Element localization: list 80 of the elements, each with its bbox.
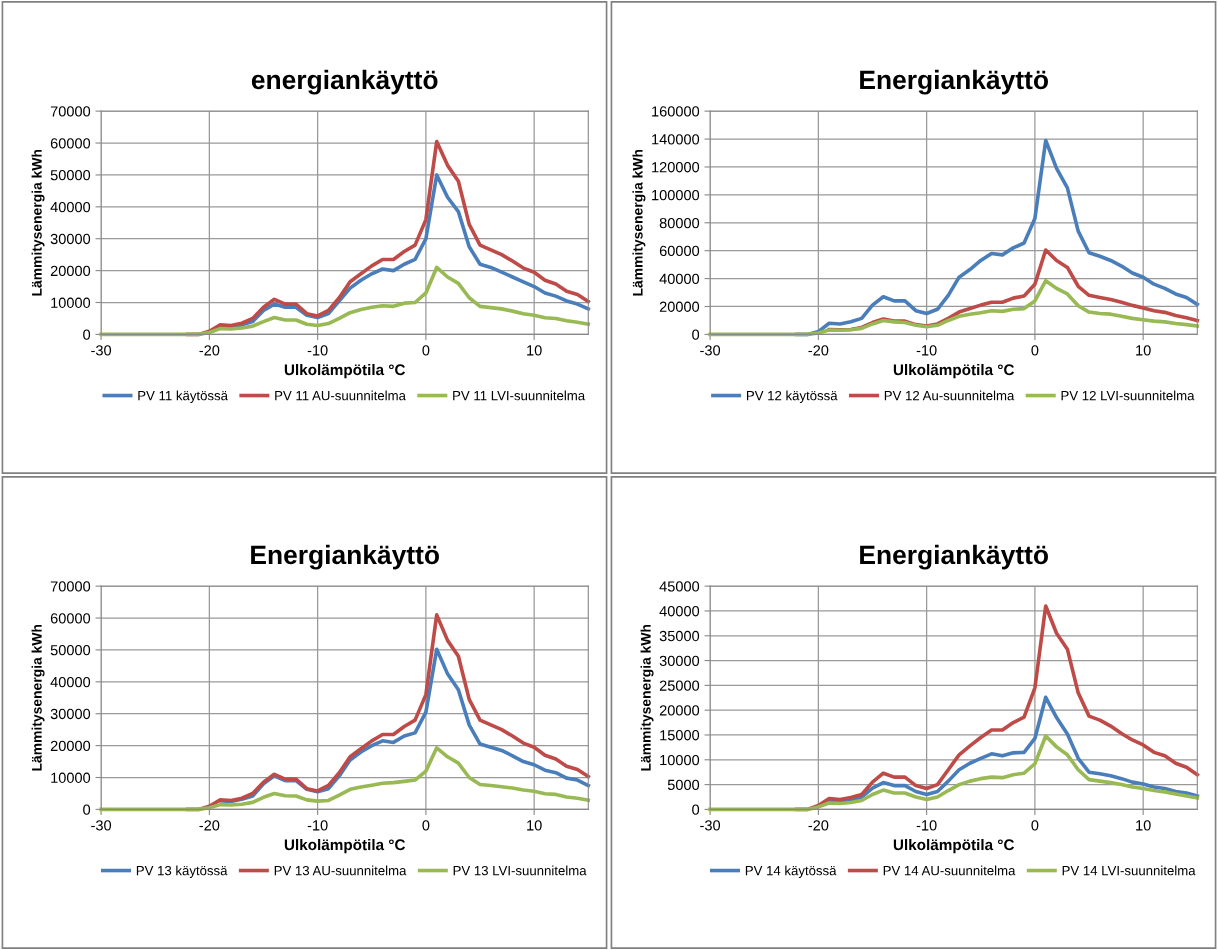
legend-label: PV 11 AU-suunnitelma (275, 390, 406, 401)
y-axis-title: Lämmitysenergia kWh (632, 149, 646, 296)
x-tick-label: 10 (1136, 820, 1151, 831)
x-tick-label: -10 (916, 345, 937, 356)
legend-label: PV 13 AU-suunnitelma (274, 865, 407, 876)
x-tick-label: 0 (422, 345, 430, 356)
legend-label: PV 14 käytössä (745, 865, 837, 878)
x-tick-label: 10 (527, 820, 542, 831)
y-tick-label: 30000 (50, 233, 91, 245)
y-tick-label: 60000 (50, 138, 91, 149)
y-tick-label: 80000 (659, 217, 700, 229)
legend-label: PV 14 AU-suunnitelma (883, 865, 1016, 876)
y-tick-label: 30000 (659, 655, 700, 666)
y-tick-label: 5000 (667, 779, 700, 791)
y-tick-label: 20000 (50, 265, 91, 277)
y-tick-label: 60000 (50, 613, 91, 624)
x-tick-label: 10 (1136, 345, 1151, 356)
y-tick-label: 0 (692, 329, 700, 340)
x-tick-label: 0 (422, 820, 430, 831)
x-tick-label: 10 (527, 345, 542, 356)
line-series (827, 695, 1200, 804)
y-tick-label: 20000 (659, 705, 700, 716)
x-tick-label: 0 (1031, 820, 1039, 831)
y-tick-label: 25000 (659, 680, 700, 691)
y-tick-label: 0 (83, 804, 91, 815)
y-tick-label: 30000 (50, 708, 91, 720)
y-tick-label: 160000 (652, 106, 700, 117)
y-tick-label: 15000 (660, 730, 700, 741)
y-tick-label: 120000 (652, 162, 700, 173)
legend-label: PV 13 käytössä (136, 865, 228, 878)
y-tick-label: 20000 (50, 740, 91, 752)
legend-label: PV 12 Au-suunnitelma (884, 390, 1015, 401)
x-tick-label: -30 (700, 820, 721, 831)
x-axis-title: Ulkolämpötila °C (893, 363, 1015, 379)
x-tick-label: -10 (307, 345, 328, 356)
y-tick-label: 10000 (660, 754, 700, 766)
x-tick-label: 0 (1031, 345, 1039, 356)
y-tick-label: 70000 (50, 106, 91, 117)
y-axis-title: Lämmitysenergia kWh (640, 624, 654, 771)
y-tick-label: 60000 (659, 245, 700, 257)
y-tick-label: 70000 (50, 581, 91, 592)
x-axis-title: Ulkolämpötila °C (284, 838, 406, 854)
y-tick-label: 45000 (659, 581, 700, 592)
y-tick-label: 40000 (659, 606, 700, 617)
x-tick-label: -30 (700, 345, 721, 356)
y-tick-label: 10000 (51, 297, 91, 308)
legend-label: PV 13 LVI-suunnitelma (453, 865, 587, 876)
y-tick-label: 40000 (50, 201, 91, 213)
legend-label: PV 11 LVI-suunnitelma (453, 390, 586, 401)
chart-title: Energiankäyttö (860, 544, 1048, 570)
y-tick-label: 100000 (652, 189, 700, 201)
legend-label: PV 14 LVI-suunnitelma (1062, 865, 1196, 876)
y-tick-label: 40000 (659, 273, 700, 285)
x-tick-label: -10 (916, 820, 937, 831)
x-tick-label: -10 (307, 820, 328, 831)
y-axis-title: Lämmitysenergia kWh (31, 149, 45, 296)
x-axis-title: Ulkolämpötila °C (284, 363, 406, 379)
y-tick-label: 50000 (50, 645, 91, 656)
x-tick-label: -30 (91, 345, 112, 356)
chart-title: energiankäyttö (251, 69, 438, 95)
y-tick-label: 40000 (50, 676, 91, 688)
legend-label: PV 12 käytössä (746, 390, 838, 403)
x-axis-title: Ulkolämpötila °C (893, 838, 1015, 854)
y-tick-label: 50000 (50, 170, 91, 181)
chart-title: Energiankäyttö (860, 69, 1048, 95)
y-tick-label: 0 (692, 804, 700, 815)
y-axis-title: Lämmitysenergia kWh (31, 624, 45, 771)
x-tick-label: -20 (199, 345, 220, 356)
y-tick-label: 35000 (659, 630, 700, 642)
x-tick-label: -20 (808, 345, 829, 356)
legend-label: PV 11 käytössä (138, 390, 228, 403)
chart-title: Energiankäyttö (251, 544, 439, 570)
x-tick-label: -20 (199, 820, 220, 831)
x-tick-label: -20 (808, 820, 829, 831)
y-tick-label: 140000 (652, 134, 700, 145)
x-tick-label: -30 (91, 820, 112, 831)
legend-label: PV 12 LVI-suunnitelma (1061, 390, 1195, 401)
y-tick-label: 20000 (659, 301, 700, 312)
y-tick-label: 10000 (51, 772, 91, 783)
y-tick-label: 0 (83, 329, 91, 340)
